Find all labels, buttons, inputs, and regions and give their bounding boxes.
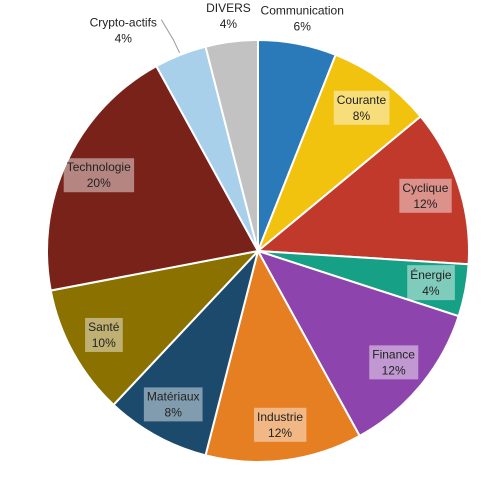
slice-label: Communication (261, 3, 344, 17)
pie-slice (257, 53, 422, 252)
label-box (143, 387, 203, 422)
value-label: 10% (92, 336, 116, 350)
slice-label: Énergie (410, 267, 452, 282)
label-box (369, 345, 419, 380)
slice-label: Finance (372, 347, 415, 361)
slice-label: Cyclique (402, 181, 448, 195)
pie-slice (204, 248, 362, 463)
value-label: 12% (268, 426, 292, 440)
value-label: 20% (87, 176, 111, 190)
value-label: 12% (382, 363, 406, 377)
slice-label: Santé (88, 320, 120, 334)
slice-label: Industrie (257, 410, 303, 424)
pie-slice (46, 64, 260, 292)
value-label: 4% (220, 17, 238, 31)
label-box (333, 90, 390, 125)
slice-label: Matériaux (147, 389, 200, 403)
label-box (63, 158, 135, 193)
leader-line (160, 19, 181, 54)
pie-slice (49, 249, 261, 407)
value-label: 4% (422, 284, 440, 298)
value-label: 12% (413, 197, 437, 211)
label-box (407, 265, 455, 301)
value-label: 8% (353, 109, 371, 123)
value-label: 8% (165, 405, 183, 419)
pie-slice (204, 38, 259, 252)
slice-label: Courante (337, 93, 387, 107)
label-box (85, 317, 123, 352)
slice-label: Technologie (67, 160, 131, 174)
label-box (399, 178, 452, 213)
pie-slice (255, 249, 460, 438)
pie-slice (255, 115, 470, 266)
slice-label: DIVERS (206, 1, 251, 15)
value-label: 6% (294, 19, 312, 33)
label-box (254, 407, 307, 442)
value-label: 4% (115, 32, 133, 46)
slice-label: Crypto-actifs (90, 16, 157, 30)
pie-slice (112, 250, 259, 457)
